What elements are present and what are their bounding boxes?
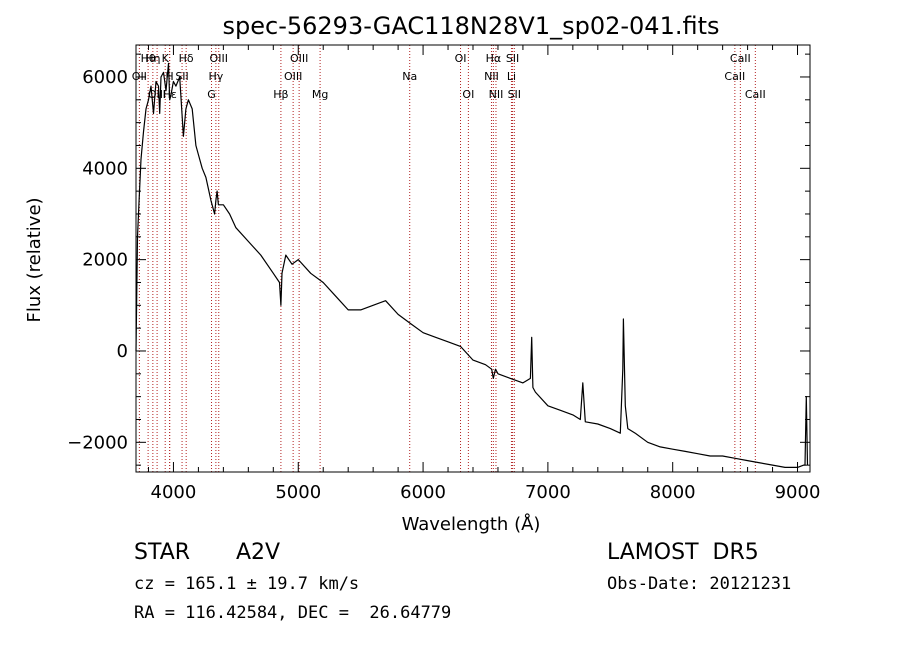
line-label-oi-18: OI [462, 88, 474, 101]
x-axis-label: Wavelength (Å) [402, 513, 541, 535]
line-label-oiii-13: OIII [284, 70, 302, 83]
x-tick-label: 5000 [275, 482, 321, 503]
x-tick-label: 7000 [525, 482, 571, 503]
line-label-sii-7: SII [175, 70, 188, 83]
observation-date: Obs-Date: 20121231 [607, 574, 792, 594]
line-label-na-16: Na [402, 70, 417, 83]
line-label-caii-25: CaII [730, 52, 751, 65]
line-label-nii-20: NII [484, 70, 499, 83]
x-tick-label: 9000 [775, 482, 821, 503]
x-tick-label: 8000 [650, 482, 696, 503]
y-axis-label: Flux (relative) [24, 197, 45, 322]
line-label-oi-17: OI [455, 52, 467, 65]
y-tick-label: 2000 [82, 250, 128, 271]
line-label-hθ-0: Hθ [141, 52, 156, 65]
subclass: A2V [236, 540, 281, 565]
line-label-h-5: H [165, 70, 173, 83]
line-label-caii-26: CaII [724, 70, 745, 83]
line-label-caii-27: CaII [745, 88, 766, 101]
line-label-sii-24: SII [508, 88, 521, 101]
line-label-k-4: K [162, 52, 170, 65]
chart-title: spec-56293-GAC118N28V1_sp02-041.fits [223, 12, 720, 40]
y-tick-label: −2000 [67, 432, 128, 453]
line-label-hη-3: Hη [145, 52, 160, 65]
x-tick-label: 6000 [400, 482, 446, 503]
survey-name: LAMOST DR5 [607, 540, 759, 565]
plot-frame [135, 44, 811, 473]
y-tick-label: 0 [117, 341, 128, 362]
line-label-sii-22: SII [506, 52, 519, 65]
line-label-li-23: Li [507, 70, 516, 83]
sky-coordinates: RA = 116.42584, DEC = 26.64779 [134, 603, 452, 623]
line-label-g-11: G [207, 88, 216, 101]
line-label-hε-6: Hε [163, 88, 177, 101]
line-label-hδ-8: Hδ [179, 52, 194, 65]
line-label-mg-15: Mg [312, 88, 328, 101]
redshift-velocity: cz = 165.1 ± 19.7 km/s [134, 574, 360, 594]
line-label-oiii-9: OIII [210, 52, 228, 65]
y-tick-label: 4000 [82, 158, 128, 179]
object-class: STAR [134, 540, 191, 565]
line-label-hβ-12: Hβ [273, 88, 288, 101]
line-label-oiii-14: OIII [290, 52, 308, 65]
line-label-hγ-10: Hγ [208, 70, 223, 83]
x-tick-label: 4000 [151, 482, 197, 503]
line-label-nii-21: NII [489, 88, 504, 101]
line-label-oiii-2: OIII [148, 88, 166, 101]
y-tick-label: 6000 [82, 67, 128, 88]
line-label-hα-19: Hα [486, 52, 502, 65]
spectrum-line [135, 62, 809, 468]
